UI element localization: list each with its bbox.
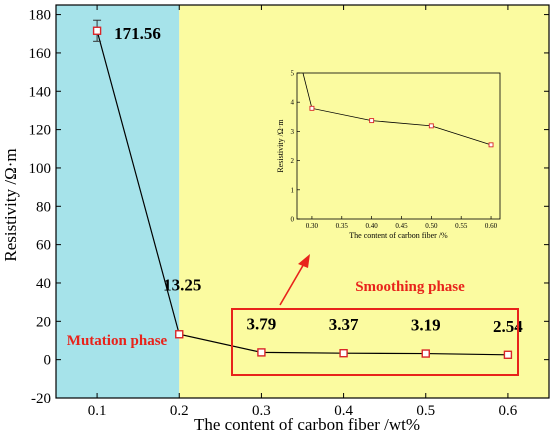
inset-y-tick-label: 4 (291, 99, 295, 107)
inset-y-tick-label: 3 (291, 128, 295, 136)
y-tick-label: 20 (36, 314, 51, 330)
y-tick-label: 160 (29, 46, 52, 62)
y-tick-label: 0 (44, 353, 52, 369)
x-tick-label: 0.1 (88, 403, 107, 419)
main-plot-frame (55, 4, 550, 399)
inset-border (296, 72, 501, 220)
inset-x-tick-label: 0.50 (425, 222, 438, 230)
y-axis-title: Resistivity /Ω·m (1, 148, 20, 261)
data-label: 3.79 (247, 314, 277, 333)
inset-y-tick-label: 1 (291, 186, 295, 194)
inset-y-axis-title: Resistivity /Ω·m (276, 119, 285, 173)
data-label: 3.19 (411, 316, 441, 335)
x-axis-title: The content of carbon fiber /wt% (194, 415, 420, 434)
data-point (257, 348, 266, 357)
inset-x-tick-label: 0.60 (485, 222, 498, 230)
highlight-box (231, 308, 519, 376)
x-tick-label: 0.2 (170, 403, 189, 419)
inset-x-axis-title: The content of carbon fiber /% (349, 231, 448, 240)
data-label: 13.25 (163, 275, 201, 294)
inset-x-tick-label: 0.45 (395, 222, 408, 230)
inset-x-tick-label: 0.40 (366, 222, 379, 230)
inset-data-point (369, 118, 375, 124)
inset-x-tick-label: 0.35 (336, 222, 349, 230)
data-point (421, 349, 430, 358)
x-tick-label: 0.6 (499, 403, 518, 419)
data-label: 3.37 (329, 315, 359, 334)
plot-border (55, 4, 550, 399)
y-tick-label: -20 (31, 391, 51, 407)
inset-data-point (488, 142, 494, 148)
smoothing-phase-region (179, 5, 549, 398)
inset-y-tick-label: 2 (291, 157, 295, 165)
y-tick-label: 40 (36, 276, 51, 292)
y-tick-label: 80 (36, 199, 51, 215)
y-tick-label: 100 (29, 161, 52, 177)
inset-y-tick-label: 5 (291, 70, 295, 78)
data-point (92, 26, 102, 35)
inset-y-tick-label: 0 (291, 216, 295, 224)
arrow-shaft (279, 261, 306, 306)
mutation-phase-label: Mutation phase (67, 333, 168, 349)
y-tick-label: 60 (36, 238, 51, 254)
inset-chart: 0.30 0.35 0.40 0.45 0.50 0.55 0.60 0 1 2 3 4 5 The co… (276, 70, 501, 240)
inset-data-point (309, 105, 315, 111)
data-label: 171.56 (114, 24, 161, 43)
y-tick-label: 140 (29, 84, 52, 100)
x-tick-label: 0.4 (334, 403, 353, 419)
inset-x-tick-label: 0.55 (455, 222, 468, 230)
smoothing-phase-label: Smoothing phase (355, 279, 465, 295)
y-tick-label: 120 (29, 123, 52, 139)
x-tick-label: 0.5 (416, 403, 435, 419)
main-axis-ticks: 0.1 0.2 0.3 0.4 0.5 0.6-200204060801001201401… (29, 5, 549, 419)
main-series (92, 19, 513, 359)
phase-backgrounds (56, 5, 549, 398)
mutation-phase-region (56, 5, 180, 398)
data-point (503, 350, 513, 359)
main-data-labels: 171.56 13.25 3.79 3.37 3.19 2.54 (114, 24, 523, 336)
data-label: 2.54 (493, 317, 523, 336)
series-line (96, 30, 508, 356)
y-tick-label: 180 (29, 8, 52, 24)
x-tick-label: 0.3 (252, 403, 271, 419)
data-point (175, 330, 184, 339)
data-point (339, 348, 348, 358)
arrow-head (298, 254, 310, 268)
phase-annotations: Mutation phase Smoothing phase (67, 254, 519, 376)
inset-x-tick-label: 0.30 (306, 222, 319, 230)
inset-data-point (428, 123, 434, 129)
